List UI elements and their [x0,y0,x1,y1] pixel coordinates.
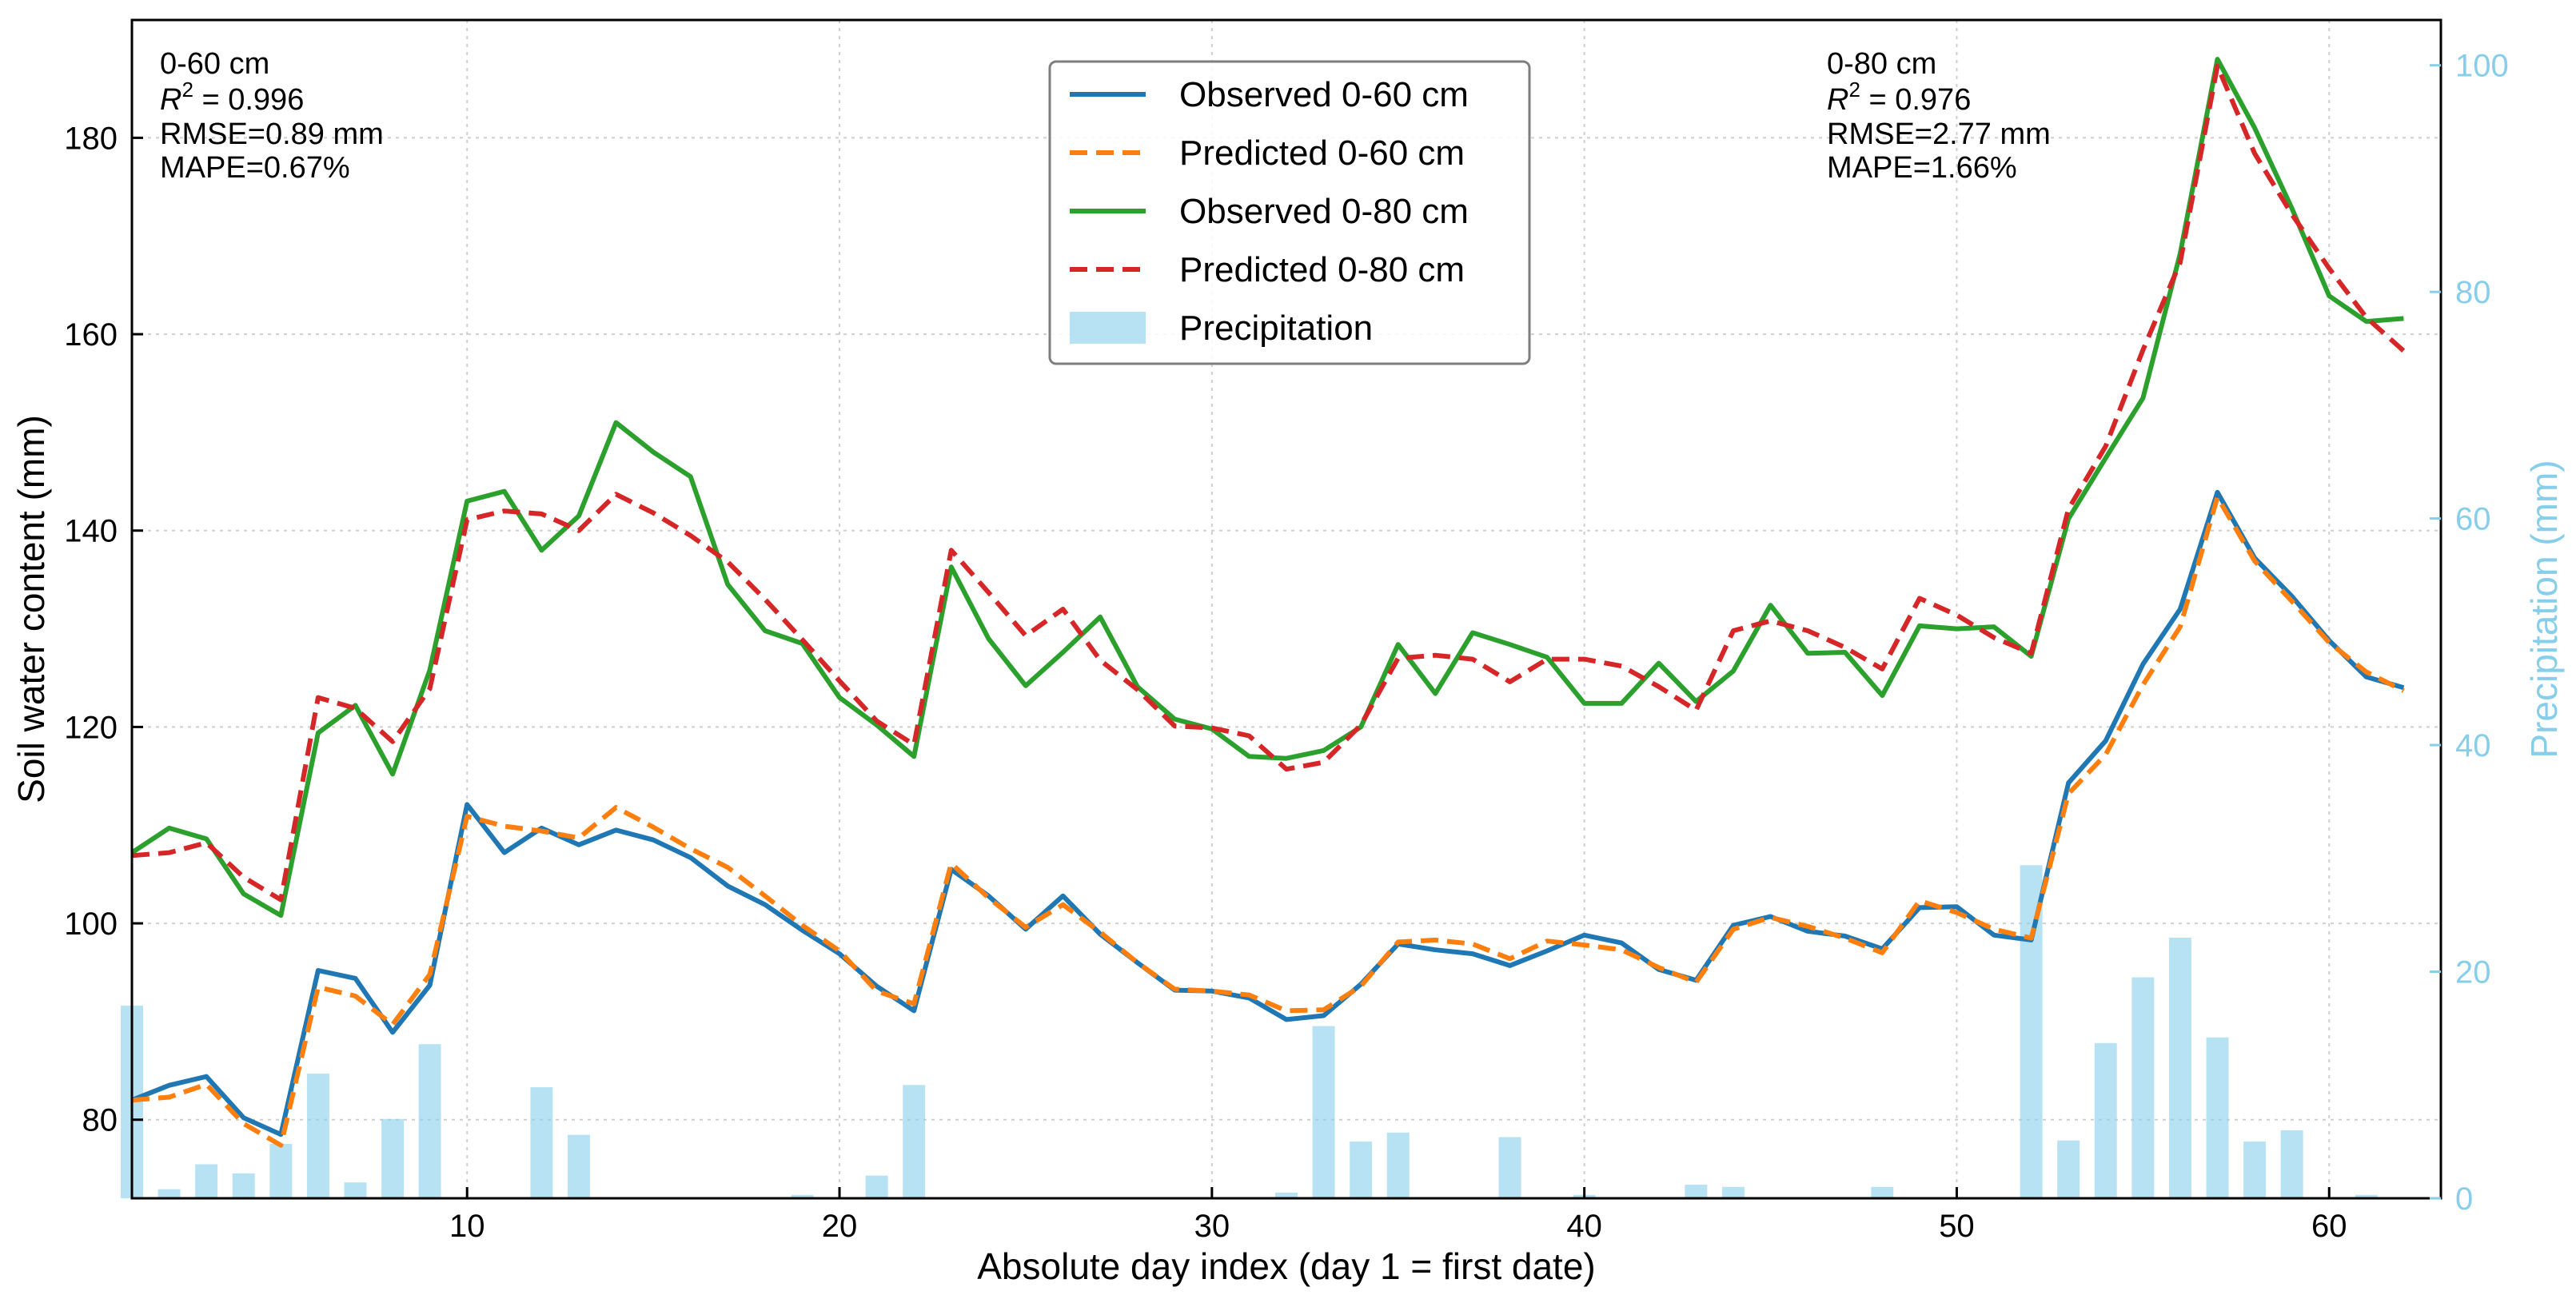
legend-swatch-precipitation [1070,312,1146,344]
precipitation-bar [2280,1130,2303,1198]
series-line-2 [130,57,2404,918]
precipitation-bar [1312,1026,1335,1198]
precipitation-bar [1871,1186,1894,1198]
x-tick-label: 40 [1566,1209,1602,1244]
precipitation-bar [1721,1186,1745,1198]
y-tick-label-left: 120 [64,710,118,745]
plot-frame [130,18,2442,1200]
y-tick-label-right: 40 [2455,728,2491,763]
precipitation-bar [344,1182,367,1198]
legend-box [1048,60,1531,365]
annotation-left-mape: MAPE=0.67% [160,151,350,185]
series-lines [130,57,2406,1148]
annotation-right-depth: 0-80 cm [1827,47,1936,81]
precipitation-bar [2094,1042,2117,1198]
precipitation-bar [158,1189,181,1198]
y-tick-label-right: 0 [2455,1181,2473,1217]
y-tick-label-left: 80 [82,1103,118,1138]
precipitation-bars [121,865,2378,1198]
y-tick-label-left: 100 [64,907,118,942]
y-tick-label-left: 160 [64,317,118,353]
series-line-3 [131,63,2406,903]
y-tick-label-right: 80 [2455,275,2491,310]
precipitation-bar [2206,1037,2229,1198]
x-tick-label: 20 [822,1209,858,1244]
legend-label-2: Observed 0-80 cm [1179,192,1469,231]
y-tick-label-left: 140 [64,514,118,549]
precipitation-bar [232,1173,255,1198]
series-line-0 [130,489,2405,1138]
precipitation-bar [903,1085,926,1198]
precipitation-bar [2168,938,2191,1198]
precipitation-bar [269,1143,293,1198]
precipitation-bar [791,1194,814,1198]
y-tick-label-right: 60 [2455,502,2491,537]
legend-label-3: Predicted 0-80 cm [1179,250,1465,289]
precipitation-bar [2243,1142,2267,1198]
precipitation-bar [2355,1194,2378,1198]
annotation-left-depth: 0-60 cm [160,47,269,81]
precipitation-bar [567,1134,590,1198]
annotation-left-r2: R2 = 0.996 [160,78,304,117]
precipitation-bar [2131,977,2155,1198]
precipitation-bar [2057,1140,2080,1198]
legend-label-0: Observed 0-60 cm [1179,75,1469,114]
annotation-left-rmse: RMSE=0.89 mm [160,118,384,151]
precipitation-bar [418,1044,441,1198]
y-axis-title-left: Soil water content (mm) [10,415,52,803]
x-tick-label: 10 [449,1209,485,1244]
precipitation-bar [865,1175,888,1198]
legend-label-precipitation: Precipitation [1179,309,1373,348]
precipitation-bar [2020,865,2043,1198]
legend: Observed 0-60 cm Predicted 0-60 cm Observe… [1048,60,1531,365]
annotation-left: 0-60 cm R2 = 0.996 RMSE=0.89 mm MAPE=0.6… [160,47,384,185]
annotation-right-r2: R2 = 0.976 [1827,78,1971,117]
legend-label-1: Predicted 0-60 cm [1179,133,1465,173]
annotation-right-mape: MAPE=1.66% [1827,151,2017,185]
y-tick-label-right: 20 [2455,955,2491,990]
precipitation-bar [381,1118,405,1198]
precipitation-bar [1685,1184,1708,1198]
x-tick-label: 50 [1939,1209,1975,1244]
annotation-right-rmse: RMSE=2.77 mm [1827,118,2051,151]
annotation-right: 0-80 cm R2 = 0.976 RMSE=2.77 mm MAPE=1.6… [1827,47,2051,185]
precipitation-bar [1275,1192,1298,1198]
series-line-1 [131,495,2405,1148]
precipitation-bar [1350,1142,1373,1198]
x-tick-label: 60 [2311,1209,2347,1244]
x-axis-title: Absolute day index (day 1 = first date) [977,1245,1596,1287]
precipitation-bar [1498,1137,1521,1198]
x-tick-label: 30 [1194,1209,1230,1244]
precipitation-bar [530,1087,553,1198]
ticks: 10 20 30 40 50 60 80 100 120 140 160 180 0 20 40 60 80 10… [64,49,2509,1244]
y-axis-title-right: Precipitation (mm) [2523,460,2565,758]
y-tick-label-right: 100 [2455,49,2509,84]
precipitation-bar [306,1074,329,1198]
y-tick-label-left: 180 [64,121,118,156]
precipitation-bar [1386,1132,1410,1198]
precipitation-bar [195,1164,218,1198]
